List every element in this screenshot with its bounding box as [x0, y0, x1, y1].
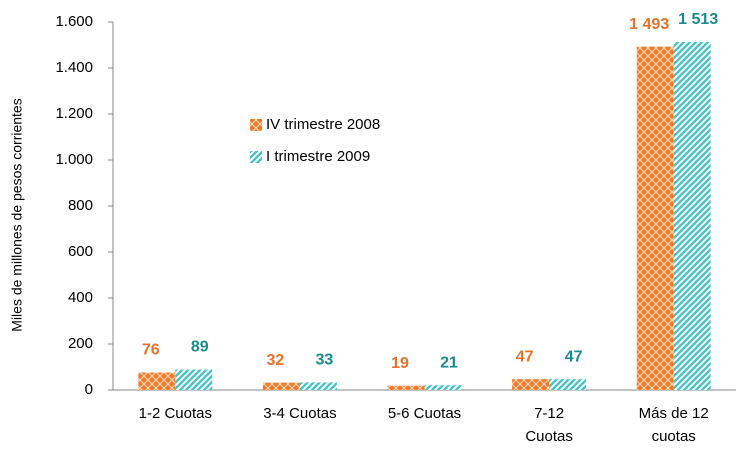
x-tick-label: Más de 12: [639, 405, 709, 422]
x-tick-label: 3-4 Cuotas: [263, 405, 336, 422]
y-tick-label: 1.000: [55, 151, 93, 168]
y-tick-label: 0: [85, 381, 93, 398]
legend-label: I trimestre 2009: [266, 148, 370, 165]
bar: [424, 385, 462, 390]
data-label: 19: [391, 355, 409, 372]
y-axis-label: Miles de millones de pesos corrientes: [9, 98, 25, 331]
bar: [673, 42, 711, 390]
y-tick-label: 800: [68, 197, 93, 214]
y-tick-label: 1.200: [55, 105, 93, 122]
x-tick-label: Cuotas: [525, 428, 573, 445]
data-label: 47: [516, 348, 534, 365]
data-label: 33: [316, 352, 334, 369]
x-tick-label: 7-12: [534, 405, 564, 422]
y-tick-label: 400: [68, 289, 93, 306]
y-tick-label: 1.400: [55, 59, 93, 76]
x-tick-label: 5-6 Cuotas: [388, 405, 461, 422]
data-label: 76: [142, 342, 160, 359]
bar: [512, 379, 550, 390]
legend-swatch: [250, 119, 262, 131]
data-label: 21: [440, 354, 458, 371]
legend-swatch: [250, 151, 262, 163]
y-tick-label: 1.600: [55, 13, 93, 30]
bar: [138, 372, 176, 390]
data-label: 32: [267, 352, 285, 369]
data-label: 47: [565, 348, 583, 365]
bar: [549, 379, 587, 390]
y-tick-label: 200: [68, 335, 93, 352]
x-tick-label: cuotas: [652, 428, 696, 445]
data-label: 89: [191, 339, 209, 356]
bar: [175, 369, 213, 390]
x-tick-label: 1-2 Cuotas: [139, 405, 212, 422]
y-tick-label: 600: [68, 243, 93, 260]
bar: [636, 46, 674, 391]
data-label: 1 513: [678, 11, 718, 28]
legend-label: IV trimestre 2008: [266, 116, 380, 133]
bar: [387, 385, 425, 390]
bar: [299, 382, 337, 390]
data-label: 1 493: [629, 16, 669, 33]
bar: [262, 382, 300, 390]
